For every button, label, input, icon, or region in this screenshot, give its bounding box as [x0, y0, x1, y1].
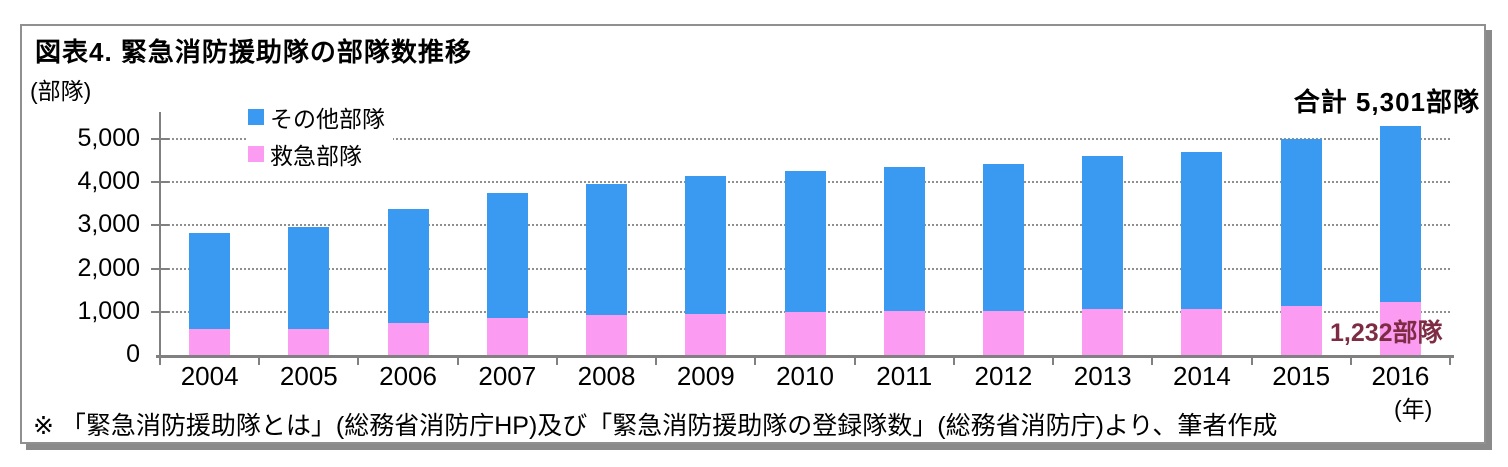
y-tick-label: 0 [126, 340, 140, 368]
bar-2013 [1082, 156, 1124, 355]
bar-segment-ems-2010 [784, 312, 826, 355]
bar-segment-other-2009 [685, 176, 727, 314]
x-tick-label-2015: 2015 [1272, 361, 1331, 391]
bar-segment-ems-2009 [685, 314, 727, 355]
bar-segment-other-2011 [883, 167, 925, 311]
source-footnote: ※ 「緊急消防援助隊とは」(総務省消防庁HP)及び「緊急消防援助隊の登録隊数」(… [33, 412, 1278, 440]
y-tick-label: 2,000 [77, 253, 140, 282]
bar-2012 [982, 164, 1024, 355]
bar-segment-ems-2012 [982, 311, 1024, 355]
x-tick-label-2008: 2008 [577, 361, 636, 391]
x-axis-tick [556, 356, 558, 365]
x-tick-label-2009: 2009 [676, 361, 735, 391]
x-axis-unit-label: (年) [1394, 396, 1433, 422]
legend: その他部隊 救急部隊 [246, 96, 393, 174]
y-axis-line [159, 112, 161, 357]
bar-segment-other-2010 [784, 171, 826, 312]
gridline-5000 [160, 138, 1450, 140]
x-tick-label-2011: 2011 [876, 361, 933, 391]
ems-annotation: 1,232部隊 [1330, 319, 1443, 347]
x-axis-tick [1449, 356, 1451, 365]
x-axis-tick [357, 356, 359, 365]
x-tick-label-2013: 2013 [1073, 361, 1132, 391]
y-axis-unit-label: (部隊) [30, 78, 92, 104]
y-tick-label: 4,000 [77, 167, 140, 196]
bar-segment-ems-2015 [1280, 306, 1322, 355]
bar-segment-other-2016 [1379, 126, 1421, 302]
x-axis-tick [1251, 356, 1253, 365]
bar-2014 [1181, 152, 1223, 355]
legend-square-icon [248, 108, 264, 125]
bar-segment-ems-2013 [1082, 309, 1124, 355]
legend-square-icon [248, 145, 264, 162]
bar-segment-ems-2008 [586, 315, 628, 355]
bar-2010 [784, 171, 826, 355]
bar-segment-ems-2005 [288, 329, 330, 355]
x-axis-line [156, 355, 1454, 358]
bar-2008 [586, 184, 628, 355]
plot-area [160, 112, 1450, 355]
y-axis-tick [151, 138, 169, 140]
bar-segment-ems-2007 [486, 318, 528, 355]
bar-segment-other-2014 [1181, 152, 1223, 309]
legend-label: その他部隊 [270, 105, 385, 132]
x-tick-label-2004: 2004 [180, 361, 239, 391]
bar-segment-ems-2004 [189, 329, 231, 355]
x-axis-tick [457, 356, 459, 365]
x-axis-tick [754, 356, 756, 365]
bar-segment-other-2007 [486, 193, 528, 318]
bar-2006 [387, 209, 429, 355]
x-axis-tick [1350, 356, 1352, 365]
y-tick-label: 3,000 [77, 210, 140, 239]
bar-segment-other-2012 [982, 164, 1024, 311]
bar-segment-other-2013 [1082, 156, 1124, 309]
legend-item-ems-units: 救急部隊 [248, 135, 385, 172]
x-axis-tick [258, 356, 260, 365]
bar-segment-other-2015 [1280, 139, 1322, 306]
bar-2011 [883, 167, 925, 355]
x-axis-tick [655, 356, 657, 365]
bar-segment-other-2004 [189, 233, 231, 329]
x-tick-label-2007: 2007 [478, 361, 537, 391]
y-axis-tick [151, 310, 169, 313]
x-tick-label-2012: 2012 [974, 361, 1033, 391]
legend-item-other-units: その他部隊 [248, 98, 385, 135]
bar-segment-ems-2014 [1181, 309, 1223, 355]
y-axis-tick [151, 224, 169, 227]
bar-segment-other-2005 [288, 227, 330, 329]
y-tick-label: 1,000 [77, 296, 140, 325]
x-tick-label-2014: 2014 [1172, 361, 1231, 391]
x-tick-label-2010: 2010 [776, 361, 834, 391]
chart-title: 図表4. 緊急消防援助隊の部隊数推移 [35, 37, 472, 67]
legend-label: 救急部隊 [270, 142, 362, 169]
y-axis-tick [151, 181, 169, 184]
bar-2004 [189, 233, 231, 355]
figure-frame [20, 24, 1486, 444]
total-annotation: 合計 5,301部隊 [1293, 87, 1480, 117]
x-axis-tick [1052, 356, 1054, 365]
x-tick-label-2006: 2006 [379, 361, 437, 391]
x-axis-tick [854, 356, 856, 365]
bar-2005 [288, 227, 330, 355]
bar-2015 [1280, 139, 1322, 355]
bar-segment-other-2008 [586, 184, 628, 315]
bar-segment-ems-2016 [1379, 302, 1421, 355]
bar-segment-ems-2011 [883, 311, 925, 355]
x-axis-tick [159, 356, 161, 365]
x-tick-label-2016: 2016 [1371, 361, 1430, 391]
bar-2016 [1379, 126, 1421, 355]
bar-2009 [685, 176, 727, 355]
bar-segment-ems-2006 [387, 323, 429, 355]
bar-2007 [486, 193, 528, 355]
x-axis-tick [953, 356, 955, 365]
x-axis-tick [1151, 356, 1153, 365]
x-tick-label-2005: 2005 [279, 361, 338, 391]
y-tick-label: 5,000 [77, 124, 140, 152]
bar-segment-other-2006 [387, 209, 429, 323]
y-axis-tick [151, 267, 169, 270]
